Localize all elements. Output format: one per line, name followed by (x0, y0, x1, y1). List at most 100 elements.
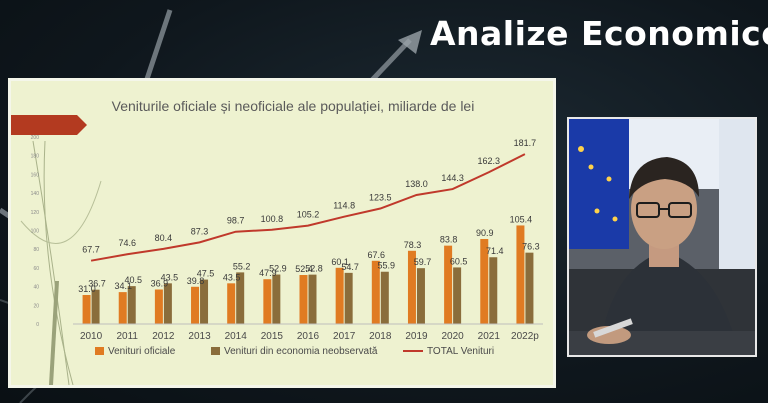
presenter-image (569, 119, 755, 355)
bar-official (480, 239, 489, 324)
total-label: 100.8 (261, 214, 284, 224)
bar-unobserved (91, 289, 100, 324)
unobserved-label: 43.5 (161, 272, 179, 282)
bar-unobserved (127, 286, 136, 324)
bar-official (335, 267, 344, 324)
bar-unobserved (272, 274, 281, 324)
bar-unobserved (236, 272, 245, 324)
chart-canvas: 0 20 40 60 80 100 120 140 160 180 200 67.7 31.036.7… (11, 115, 543, 385)
total-label: 74.6 (118, 238, 136, 248)
bar-official (407, 250, 416, 324)
total-label: 87.3 (191, 226, 209, 236)
y-tick-label: 100 (31, 229, 40, 235)
official-label: 60.1 (331, 257, 349, 267)
y-tick-label: 200 (31, 135, 40, 141)
unobserved-label: 36.7 (88, 279, 106, 289)
official-label: 36.9 (151, 278, 169, 288)
total-label: 123.5 (369, 193, 392, 203)
total-label: 181.7 (514, 138, 537, 148)
x-tick-label: 2020 (441, 331, 464, 342)
x-tick-label: 2015 (261, 331, 284, 342)
bar-official (371, 260, 380, 324)
total-label: 98.7 (227, 216, 245, 226)
official-label: 31.0 (78, 284, 96, 294)
unobserved-label: 55.9 (378, 261, 396, 271)
x-tick-label: 2016 (297, 331, 320, 342)
bar-official (227, 283, 236, 324)
x-tick-label: 2017 (333, 331, 356, 342)
legend-label-total: TOTAL Venituri (427, 346, 494, 357)
official-label: 78.3 (404, 240, 422, 250)
bar-unobserved (416, 268, 425, 324)
bar-unobserved (453, 267, 462, 324)
chart-slide: 0 20 40 60 80 100 120 140 160 180 200 67.7 31.0 36.7… (8, 78, 556, 388)
bar-official (516, 225, 525, 324)
bar-unobserved (344, 272, 353, 324)
official-label: 39.8 (187, 276, 205, 286)
bars-unobserved (91, 252, 534, 324)
bar-unobserved (163, 283, 172, 324)
legend-label-official: Venituri oficiale (108, 346, 176, 357)
total-line (90, 153, 526, 262)
y-tick-label: 120 (31, 210, 40, 216)
x-tick-label: 2011 (116, 331, 138, 342)
unobserved-label: 59.7 (414, 257, 432, 267)
x-tick-label: 2013 (188, 331, 211, 342)
bar-official (299, 275, 308, 324)
x-tick-label: 2014 (225, 331, 248, 342)
bar-unobserved (489, 257, 498, 324)
slide-decoration (11, 115, 102, 385)
unobserved-label: 71.4 (486, 246, 504, 256)
y-tick-label: 140 (31, 191, 40, 197)
x-tick-label: 2010 (80, 331, 103, 342)
official-label: 34.1 (114, 281, 132, 291)
official-label: 67.6 (368, 250, 386, 260)
x-tick-label: 2022p (511, 331, 539, 342)
bar-unobserved (525, 252, 534, 324)
total-line-path (90, 153, 526, 262)
bars-official (82, 225, 525, 324)
y-tick-label: 80 (33, 247, 39, 253)
x-axis: 2010 2011 2012 2013 2014 2015 2016 2017 2018 2019… (73, 323, 543, 342)
x-tick-label: 2012 (152, 331, 175, 342)
data-labels: 67.731.036.774.634.140.580.436.943.587.3… (78, 138, 539, 294)
total-label: 144.3 (441, 173, 464, 183)
legend-label-unobserved: Venituri din economia neobservată (224, 346, 378, 357)
official-label: 47.9 (259, 268, 277, 278)
legend: Venituri oficiale Venituri din economia n… (95, 346, 494, 357)
bar-official (191, 286, 200, 324)
y-tick-label: 180 (31, 154, 40, 160)
official-label: 105.4 (510, 214, 533, 224)
x-tick-label: 2018 (369, 331, 392, 342)
x-tick-label: 2019 (405, 331, 428, 342)
official-label: 83.8 (440, 235, 458, 245)
unobserved-label: 40.5 (124, 275, 142, 285)
legend-swatch-unobserved (211, 347, 220, 355)
y-axis: 0 20 40 60 80 100 120 140 160 180 200 (31, 135, 40, 328)
total-label: 138.0 (405, 179, 428, 189)
bar-official (118, 292, 127, 324)
official-label: 43.5 (223, 272, 241, 282)
y-tick-label: 60 (33, 266, 39, 272)
bar-official (263, 279, 272, 324)
y-tick-label: 40 (33, 285, 39, 291)
total-label: 114.8 (333, 201, 355, 211)
x-tick-label: 2021 (478, 331, 501, 342)
bar-unobserved (308, 274, 317, 324)
y-tick-label: 0 (36, 322, 39, 328)
unobserved-label: 60.5 (450, 256, 468, 266)
unobserved-label: 47.5 (197, 269, 215, 279)
unobserved-label: 52.8 (305, 264, 323, 274)
total-label: 105.2 (297, 210, 320, 220)
official-label: 90.9 (476, 228, 494, 238)
show-title: Analize Economice (430, 14, 768, 53)
unobserved-label: 52.9 (269, 264, 287, 274)
bar-unobserved (380, 271, 389, 324)
y-tick-label: 20 (33, 303, 39, 309)
unobserved-label: 76.3 (522, 242, 540, 252)
bar-official (154, 289, 163, 324)
unobserved-label: 54.7 (341, 262, 359, 272)
unobserved-label: 55.2 (233, 261, 251, 271)
official-label: 52.4 (295, 264, 313, 274)
legend-swatch-official (95, 347, 104, 355)
